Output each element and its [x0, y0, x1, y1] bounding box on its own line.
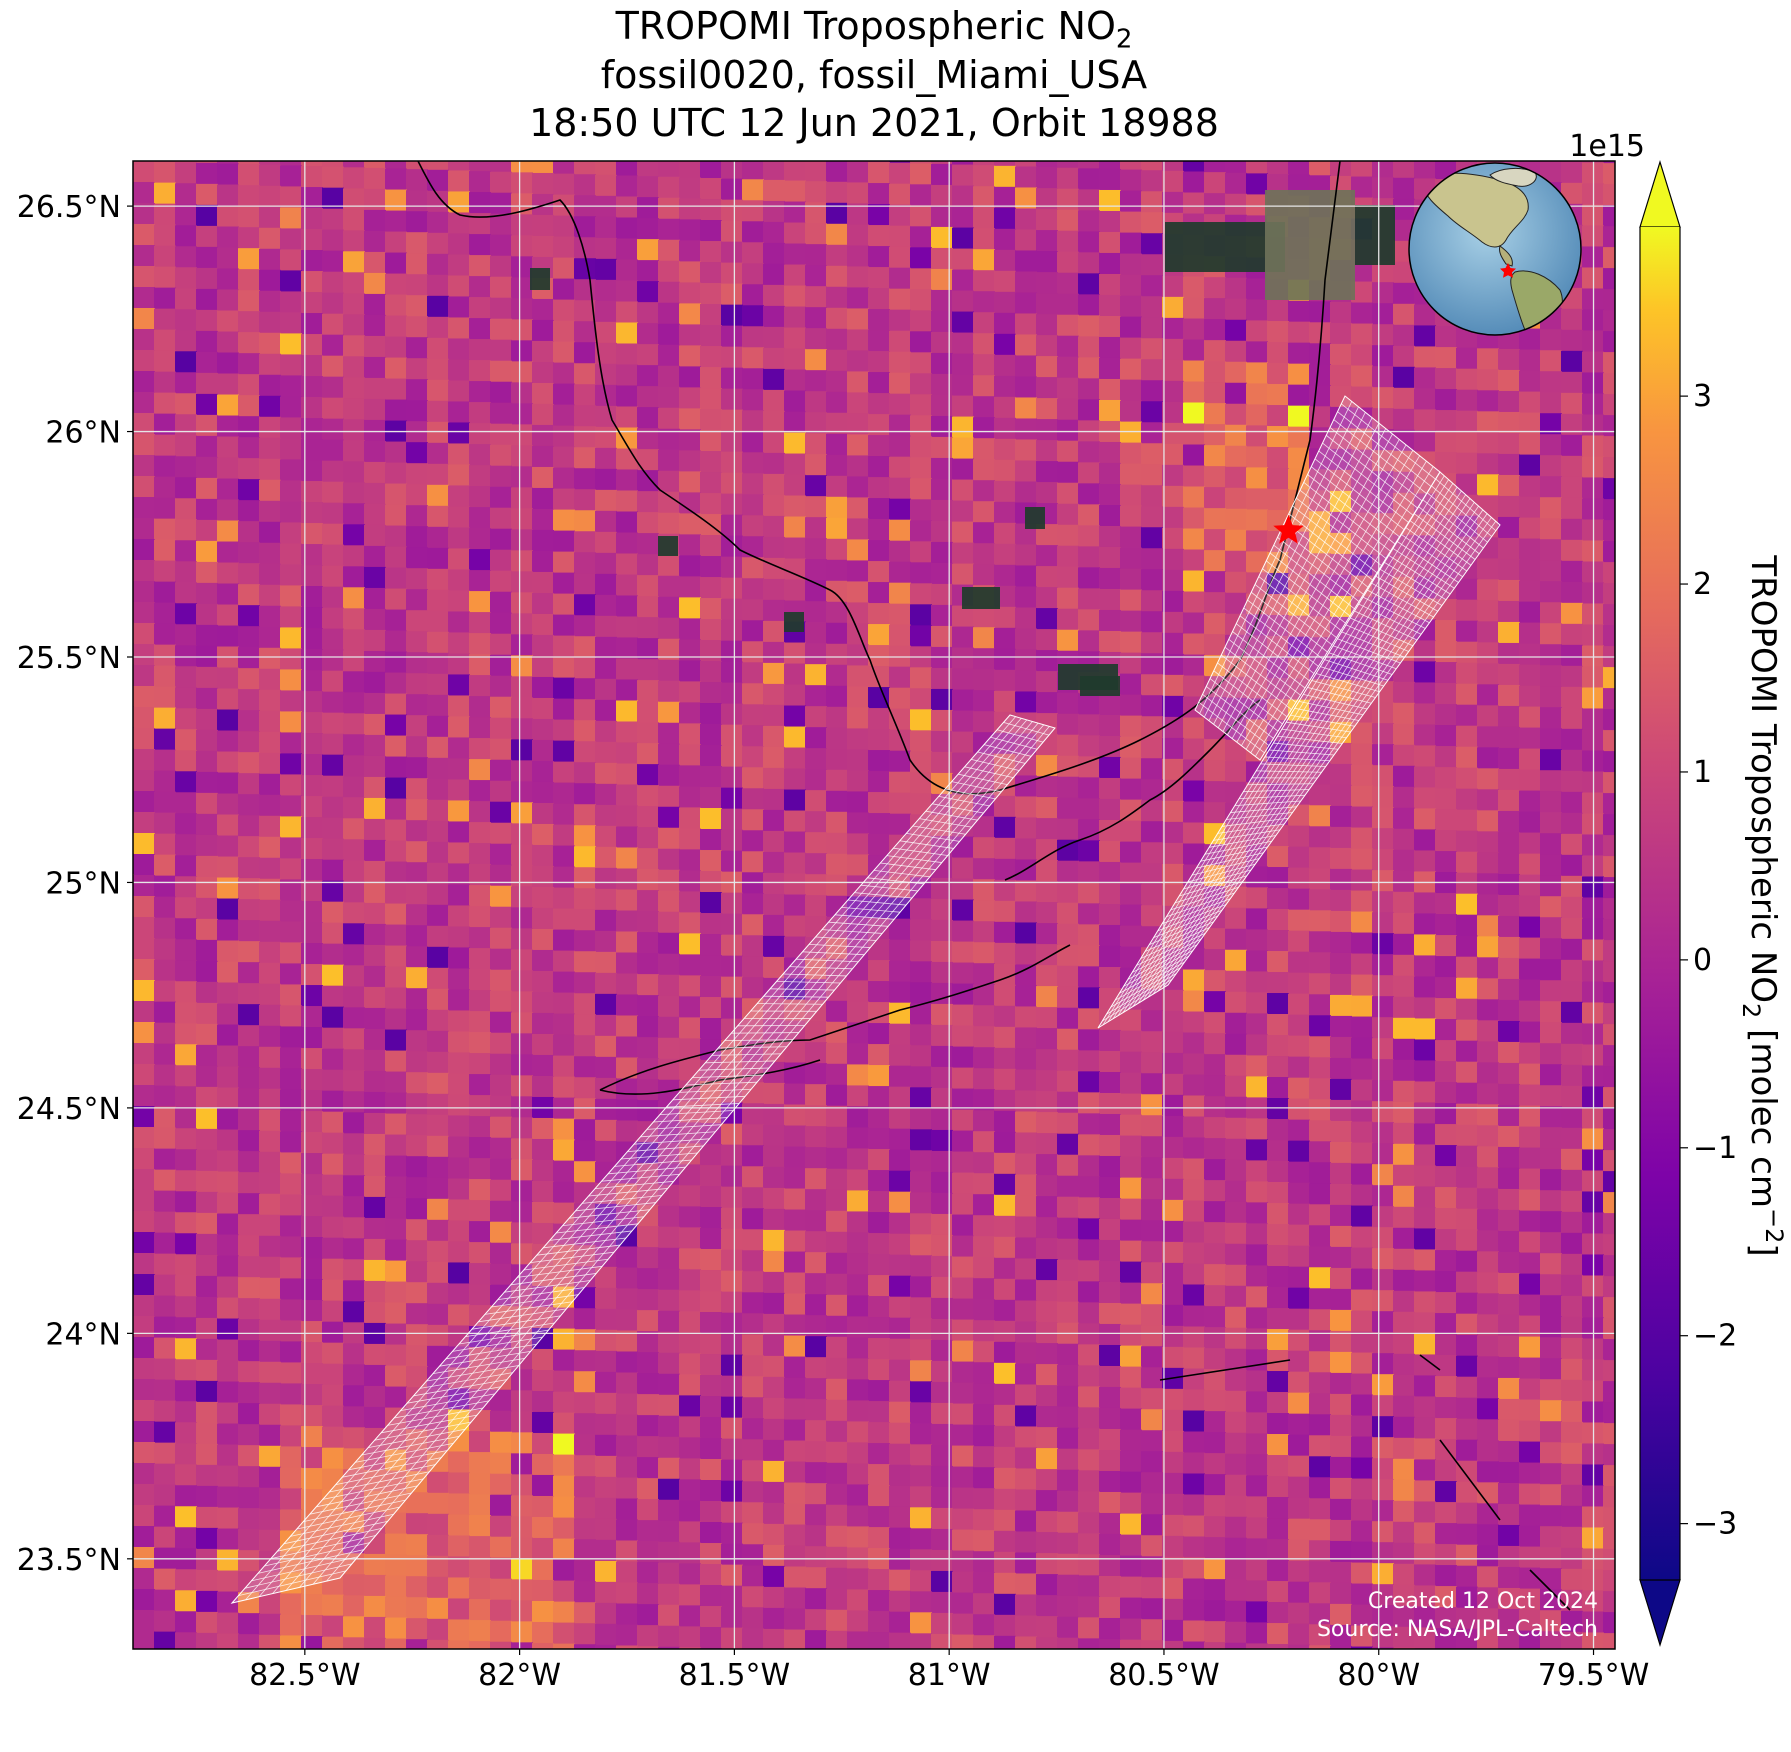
y-axis-ticks: 26.5°N 26°N 25.5°N 25°N 24.5°N 24°N 23.5°N — [17, 190, 133, 1578]
inset-globe — [1408, 162, 1582, 336]
x-tick-label: 82.5°W — [249, 1658, 360, 1693]
y-tick-label: 24.5°N — [17, 1092, 121, 1127]
x-tick-label: 81.5°W — [679, 1658, 790, 1693]
colorbar-label: TROPOMI Tropospheric NO2 [molec cm−2] — [1737, 554, 1788, 1256]
y-tick-label: 26.5°N — [17, 190, 121, 225]
x-tick-label: 80°W — [1337, 1658, 1420, 1693]
map-frame — [132, 160, 1616, 1650]
x-axis-ticks: 82.5°W 82°W 81.5°W 81°W 80.5°W 80°W 79.5°W — [249, 1649, 1649, 1693]
map-title-line2: fossil0020, fossil_Miami_USA — [600, 53, 1148, 97]
y-tick-label: 25°N — [45, 866, 121, 901]
colorbar-tick-label: 1 — [1693, 755, 1712, 790]
colorbar-gradient — [1640, 227, 1680, 1580]
colorbar-multiplier: 1e15 — [1569, 129, 1645, 164]
satellite-imagery-patches — [530, 190, 1395, 696]
y-tick-label: 23.5°N — [17, 1543, 121, 1578]
colorbar-tick-label: 2 — [1693, 567, 1712, 602]
x-tick-label: 81°W — [908, 1658, 991, 1693]
gridlines — [133, 161, 1615, 1649]
credit-created: Created 12 Oct 2024 — [1368, 1589, 1598, 1614]
colorbar-tick-label: 3 — [1693, 379, 1712, 414]
map-panel: Created 12 Oct 2024 Source: NASA/JPL-Cal… — [133, 161, 1615, 1649]
credit-source: Source: NASA/JPL-Caltech — [1317, 1617, 1598, 1642]
colorbar-tick-label: −1 — [1693, 1131, 1737, 1166]
colorbar-ticks: 3 2 1 0 −1 −2 −3 — [1680, 379, 1737, 1542]
colorbar-tick-label: −2 — [1693, 1319, 1737, 1354]
colorbar-tick-label: 0 — [1693, 943, 1712, 978]
colorbar-extend-min — [1639, 1579, 1681, 1648]
x-tick-label: 79.5°W — [1538, 1658, 1649, 1693]
y-tick-label: 26°N — [45, 416, 121, 451]
x-tick-label: 82°W — [478, 1658, 561, 1693]
oco-footprint-swaths — [230, 395, 1501, 1604]
no2-pixel-layer — [133, 161, 1615, 1649]
colorbar: 3 2 1 0 −1 −2 −3 1e15 TROPOMI Tropospheric NO2… — [1569, 129, 1788, 1648]
target-star-icon — [1273, 514, 1304, 544]
map-title-line3: 18:50 UTC 12 Jun 2021, Orbit 18988 — [529, 101, 1219, 145]
y-tick-label: 25.5°N — [17, 641, 121, 676]
globe-outline — [1408, 162, 1582, 336]
x-tick-label: 80.5°W — [1108, 1658, 1219, 1693]
y-tick-label: 24°N — [45, 1317, 121, 1352]
coastline — [417, 161, 1571, 1611]
map-title-line1: TROPOMI Tropospheric NO2 — [615, 4, 1133, 55]
colorbar-extend-max — [1639, 159, 1681, 228]
colorbar-tick-label: −3 — [1693, 1507, 1737, 1542]
globe-star-icon — [1500, 263, 1516, 278]
